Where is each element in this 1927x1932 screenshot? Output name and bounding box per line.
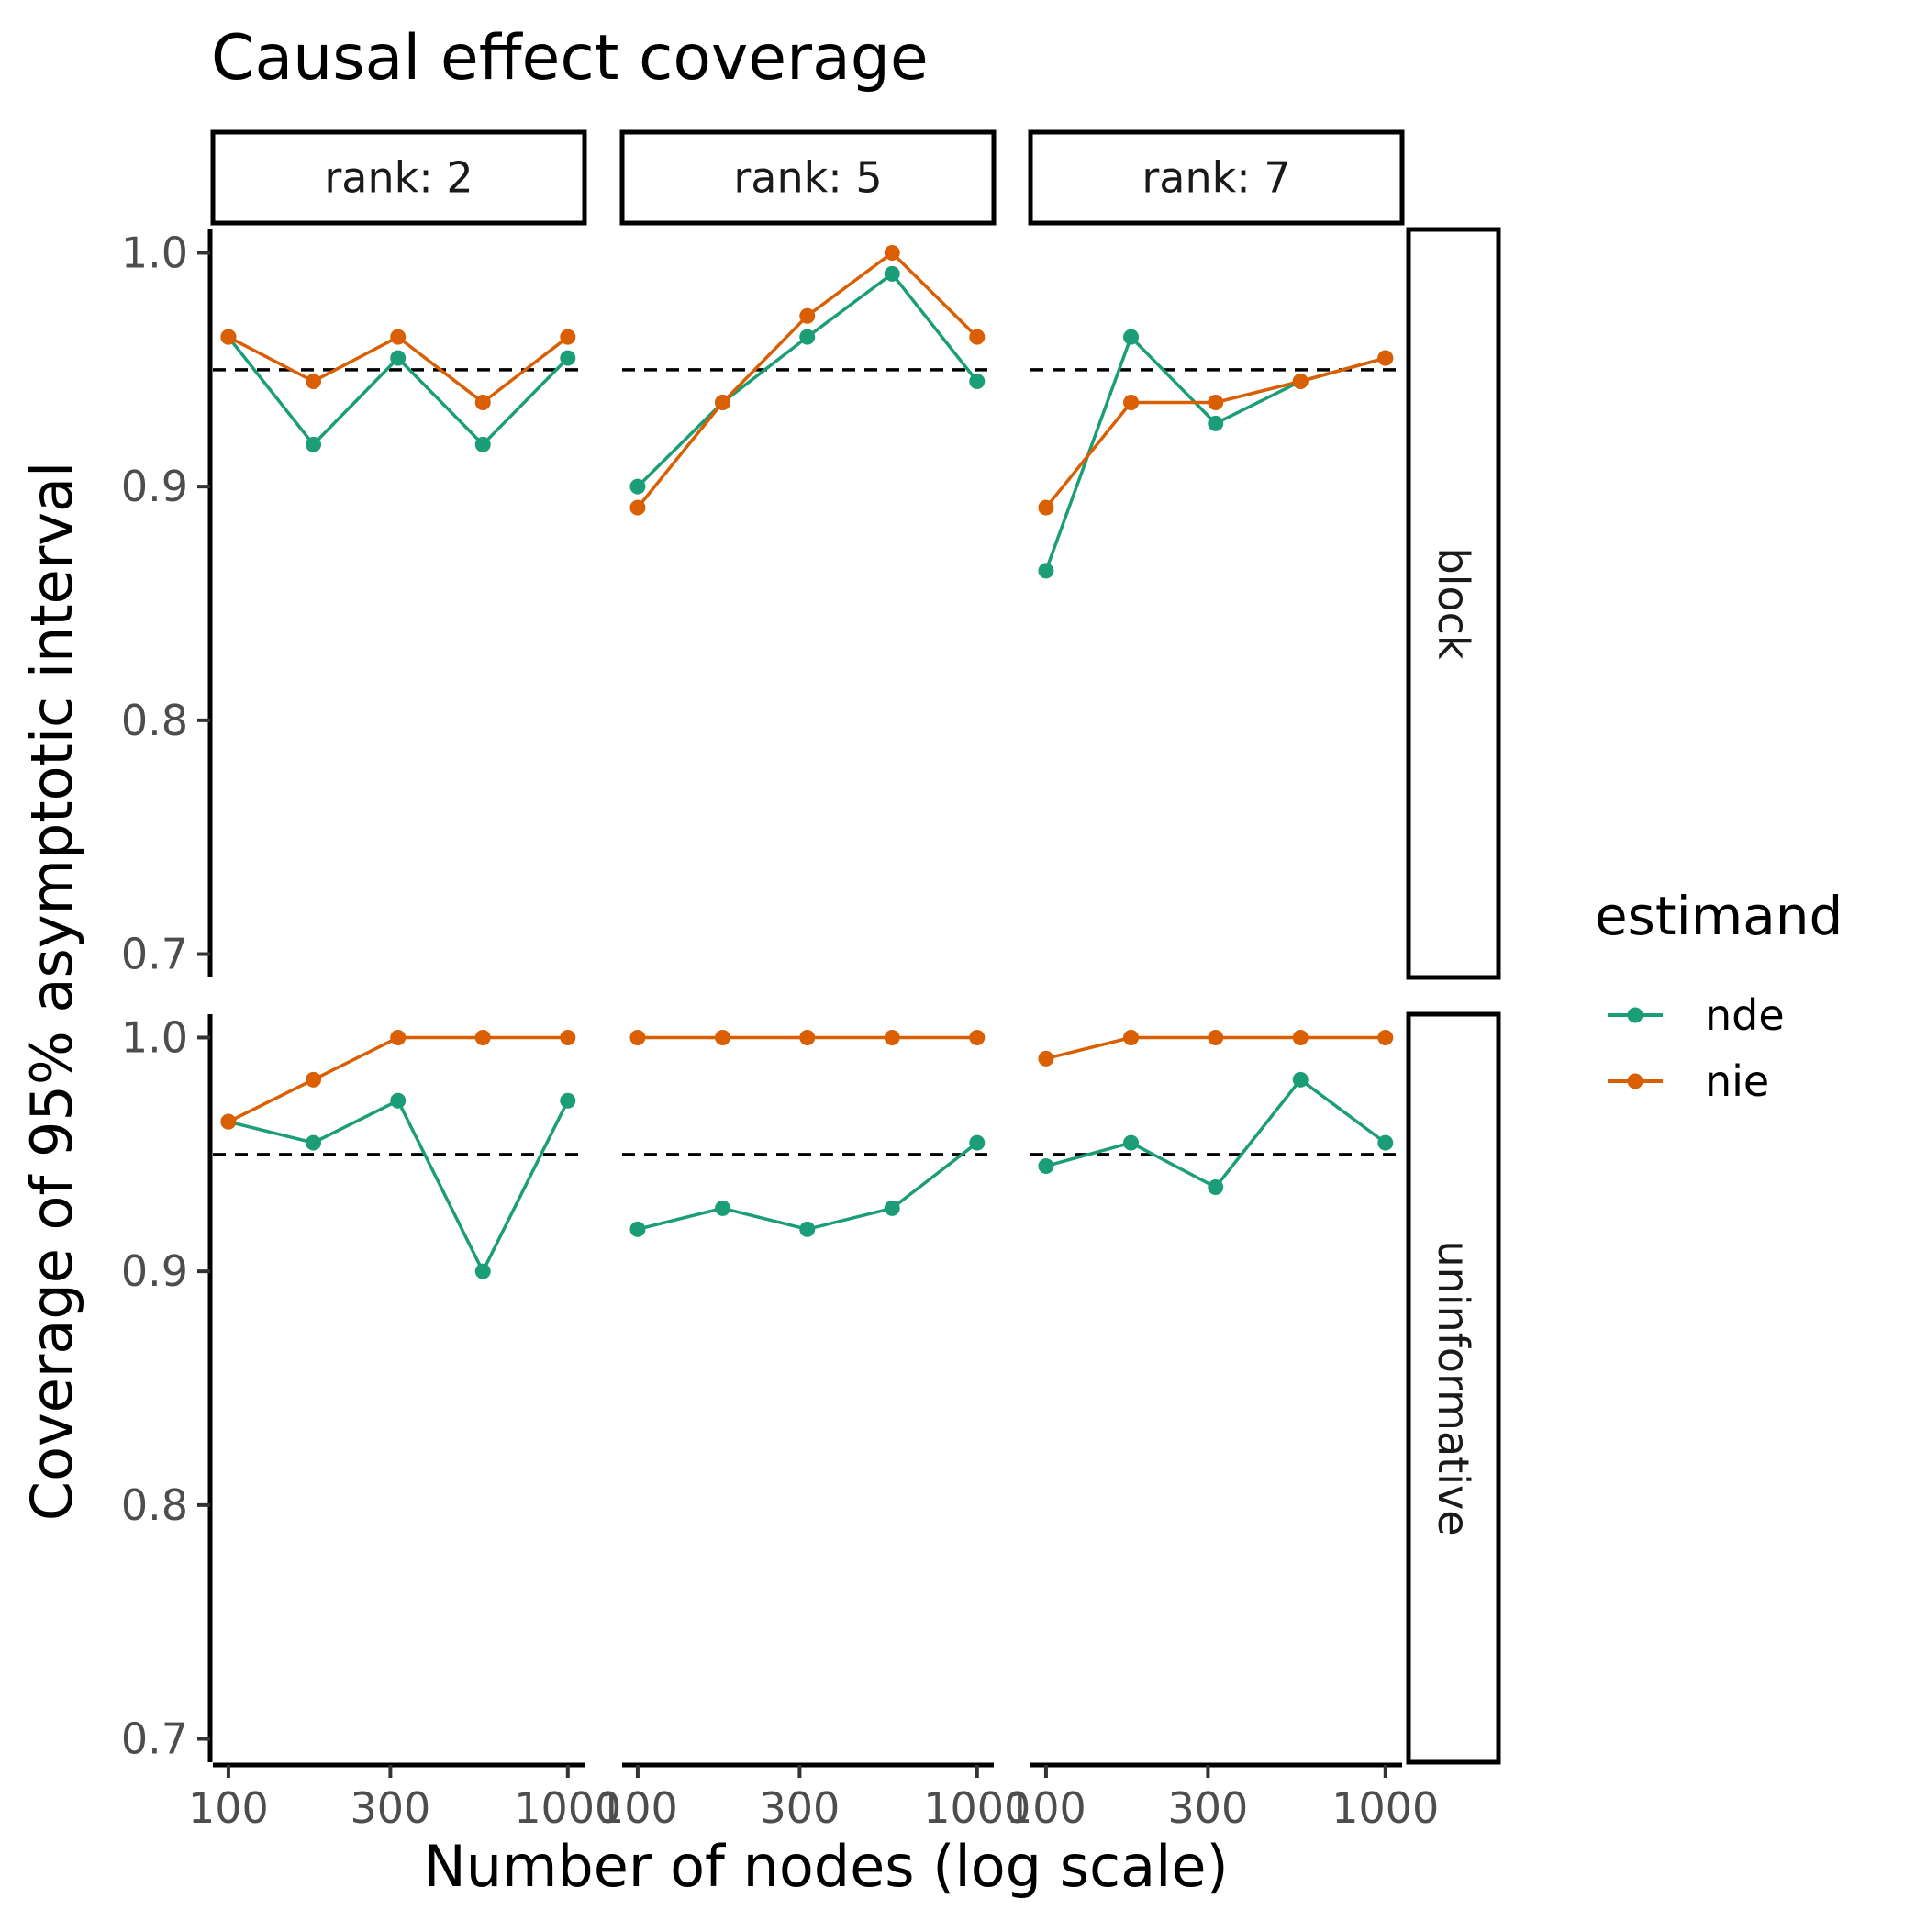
data-point-nde — [390, 350, 407, 366]
x-tick-label: 100 — [1006, 1783, 1086, 1833]
legend-title: estimand — [1595, 885, 1843, 947]
data-point-nie — [799, 307, 816, 324]
x-tick-label: 1000 — [923, 1783, 1030, 1833]
x-tick-label: 1000 — [514, 1783, 621, 1833]
data-point-nde — [629, 1221, 646, 1237]
data-point-nie — [1123, 394, 1140, 410]
data-point-nie — [969, 1029, 986, 1045]
legend-key-point — [1627, 1073, 1643, 1089]
series-line-nie — [636, 251, 979, 509]
data-point-nde — [1292, 1071, 1309, 1088]
data-point-nie — [1123, 1029, 1140, 1045]
series-line-nde — [636, 272, 979, 488]
data-point-nie — [306, 1071, 322, 1088]
data-point-nie — [306, 374, 322, 390]
series-line-nde — [228, 1099, 570, 1273]
data-point-nie — [474, 1029, 491, 1045]
chart-title: Causal effect coverage — [211, 22, 929, 95]
legend-key-point — [1627, 1007, 1643, 1023]
facet-strip-row — [1406, 227, 1501, 980]
data-point-nde — [969, 1134, 986, 1151]
data-point-nde — [390, 1092, 407, 1109]
facet-strip-col-label: rank: 7 — [1142, 153, 1290, 203]
data-point-nde — [969, 374, 986, 390]
data-point-nie — [1038, 499, 1054, 516]
facet-strip-col — [1028, 129, 1405, 226]
x-tick-label: 100 — [188, 1783, 269, 1833]
data-point-nie — [1292, 1029, 1309, 1045]
legend-label: nde — [1705, 990, 1785, 1040]
x-tick-label: 1000 — [1331, 1783, 1439, 1833]
data-point-nde — [1208, 415, 1224, 431]
data-point-nie — [560, 1029, 576, 1045]
data-point-nde — [884, 265, 900, 282]
data-point-nie — [474, 394, 491, 410]
data-point-nde — [884, 1200, 900, 1216]
y-tick-label: 0.9 — [121, 462, 188, 511]
y-tick-label: 1.0 — [121, 1012, 188, 1062]
x-tick-label: 300 — [759, 1783, 840, 1833]
data-point-nie — [629, 1029, 646, 1045]
data-point-nde — [799, 329, 816, 345]
facet-strip-col-label: rank: 5 — [733, 153, 882, 203]
plot-layer: rank: 2 rank: 5 rank: 7 block uninformative 0… — [121, 129, 1785, 1833]
y-axis-title: Coverage of 95% asymptotic interval — [18, 462, 85, 1521]
series-line-nie — [228, 1035, 568, 1123]
data-point-nde — [1038, 563, 1054, 579]
data-point-nde — [1377, 1134, 1394, 1151]
data-point-nie — [1377, 1029, 1394, 1045]
data-point-nie — [560, 329, 576, 345]
y-tick-label: 1.0 — [121, 228, 188, 277]
legend-label: nie — [1705, 1056, 1769, 1106]
x-axis-title: Number of nodes (log scale) — [423, 1833, 1228, 1900]
y-tick-label: 0.8 — [121, 696, 188, 745]
data-point-nde — [306, 1134, 322, 1151]
data-point-nie — [220, 1113, 237, 1130]
data-point-nde — [1038, 1158, 1054, 1175]
data-point-nie — [884, 244, 900, 261]
data-point-nie — [715, 394, 731, 410]
data-point-nie — [969, 329, 986, 345]
data-point-nie — [1208, 394, 1224, 410]
data-point-nde — [560, 1092, 576, 1109]
data-point-nde — [474, 436, 491, 452]
y-tick-label: 0.7 — [121, 1714, 188, 1764]
facet-strip-col — [210, 129, 587, 226]
data-point-nie — [884, 1029, 900, 1045]
data-point-nie — [390, 1029, 407, 1045]
data-point-nie — [629, 499, 646, 516]
y-tick-label: 0.8 — [121, 1480, 188, 1530]
facet-strip-row-label: block — [1429, 547, 1478, 659]
data-point-nde — [306, 436, 322, 452]
facet-strip-col-label: rank: 2 — [324, 153, 473, 203]
data-point-nde — [474, 1263, 491, 1279]
y-tick-label: 0.7 — [121, 930, 188, 979]
data-point-nde — [799, 1221, 816, 1237]
data-point-nde — [560, 350, 576, 366]
data-point-nie — [715, 1029, 731, 1045]
data-point-nie — [1377, 350, 1394, 366]
y-tick-label: 0.9 — [121, 1246, 188, 1296]
data-point-nie — [220, 329, 237, 345]
data-point-nde — [1123, 329, 1140, 345]
data-point-nie — [799, 1029, 816, 1045]
data-point-nde — [629, 478, 646, 495]
data-point-nde — [715, 1200, 731, 1216]
facet-strip-row-label: uninformative — [1429, 1240, 1478, 1536]
facet-strip-col — [619, 129, 997, 226]
x-tick-label: 100 — [597, 1783, 678, 1833]
data-point-nde — [1208, 1178, 1224, 1195]
data-point-nie — [1038, 1050, 1054, 1067]
data-point-nie — [1292, 374, 1309, 390]
series-line-nde — [1045, 1078, 1387, 1189]
data-point-nie — [390, 329, 407, 345]
x-tick-label: 300 — [1167, 1783, 1248, 1833]
x-tick-label: 300 — [350, 1783, 430, 1833]
data-point-nde — [1123, 1134, 1140, 1151]
data-point-nie — [1208, 1029, 1224, 1045]
facet-strip-row — [1406, 1011, 1501, 1765]
